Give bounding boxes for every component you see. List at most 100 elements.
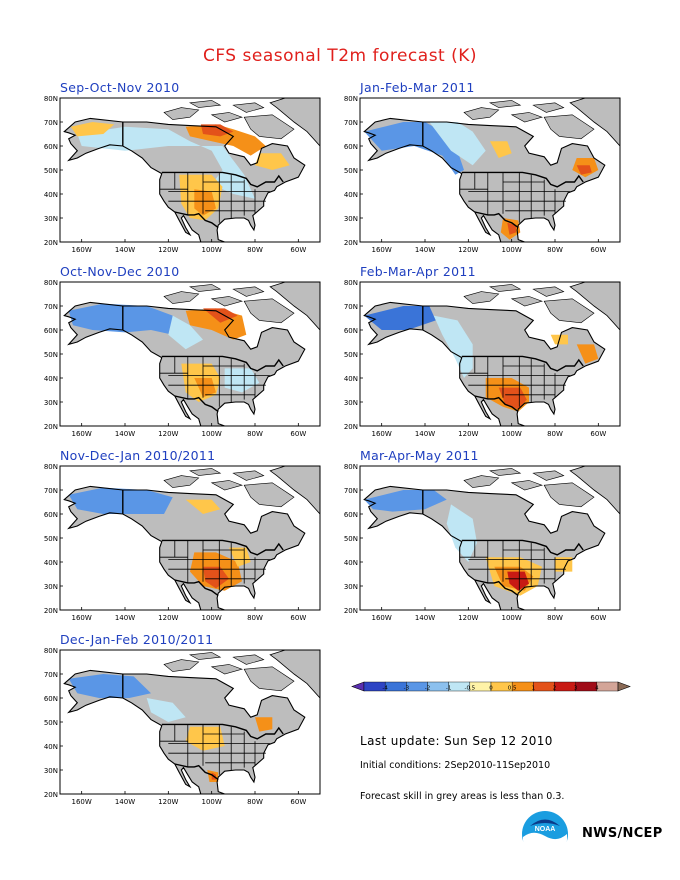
lon-tick-label: 140W [115,798,135,806]
country-border [474,211,519,229]
lon-tick-label: 160W [372,614,392,622]
arctic-island [210,480,243,491]
arctic-island [532,470,565,481]
anomaly-region-blue-light [77,126,255,199]
lon-tick-label: 160W [372,430,392,438]
lon-tick-label: 80W [547,614,563,622]
coastline [63,301,306,426]
page-title: CFS seasonal T2m forecast (K) [202,46,478,66]
lon-tick-label: 60W [290,430,306,438]
anomaly-region-orange-light [70,122,115,137]
lon-tick-label: 120W [158,246,178,254]
legend-swatch [554,681,576,692]
lat-tick-label: 30N [344,399,358,407]
arctic-island [232,102,265,113]
lat-tick-label: 20N [44,423,58,431]
anomaly-region-blue [364,122,464,175]
arctic-island [463,291,500,304]
arctic-island [232,654,265,665]
anomaly-region-red [576,165,592,175]
anomaly-region-red [200,124,234,137]
lon-tick-label: 120W [158,430,178,438]
panel-title: Nov-Dec-Jan 2010/2011 [60,448,216,463]
initial-conditions-text: Initial conditions: 2Sep2010-11Sep2010 [360,760,551,771]
map-frame: 80N 70N 60N 50N 40N 30N 20N 160W 140W 120W 100W 80W… [30,278,330,444]
map-svg: 80N 70N 60N 50N 40N 30N 20N 160W 140W 120W 100W 80W… [44,463,321,622]
anomaly-region-orange-light [490,141,512,158]
legend-swatch [575,681,598,692]
lat-tick-label: 20N [44,239,58,247]
anomaly-region-blue [68,487,173,514]
lat-tick-label: 70N [44,119,58,127]
lat-tick-label: 50N [344,351,358,359]
lon-tick-label: 140W [115,614,135,622]
anomaly-region-orange [255,717,273,732]
map-frame: 80N 70N 60N 50N 40N 30N 20N 160W 140W 120W 100W 80W… [30,94,330,260]
lon-tick-label: 160W [72,614,92,622]
greenland-landmass [569,282,620,331]
lon-tick-label: 160W [72,430,92,438]
lon-tick-label: 100W [202,614,222,622]
map-svg: 80N 70N 60N 50N 40N 30N 20N 160W 140W 120W 100W 80W… [44,95,321,254]
lat-tick-label: 20N [344,423,358,431]
lat-tick-label: 20N [344,239,358,247]
anomaly-region-blue-light [446,504,477,562]
lat-tick-label: 30N [344,583,358,591]
country-border [161,723,284,740]
anomaly-region-blue-light [429,122,486,166]
lat-tick-label: 60N [344,327,358,335]
legend-swatch [533,681,555,692]
arctic-island [189,468,222,476]
lat-tick-label: 60N [344,511,358,519]
legend-arrow-high [617,681,631,692]
lat-tick-label: 30N [344,215,358,223]
lat-tick-label: 50N [44,167,58,175]
lat-tick-label: 70N [44,487,58,495]
panel-title: Dec-Jan-Feb 2010/2011 [60,632,214,647]
legend-tick-label: 4 [595,686,599,692]
lon-tick-label: 80W [247,614,263,622]
map-svg: 80N 70N 60N 50N 40N 30N 20N 160W 140W 120W 100W 80W… [44,279,321,438]
country-border [174,579,219,597]
arctic-island [163,107,200,120]
anomaly-region-orange-light [185,499,221,514]
lat-tick-label: 20N [44,607,58,615]
lat-tick-label: 40N [344,375,358,383]
lat-tick-label: 60N [344,143,358,151]
lon-tick-label: 160W [372,246,392,254]
lat-tick-label: 40N [44,559,58,567]
color-legend: -4 -3 -2 -1 -0.5 0 0.5 1 2 3 4 [350,678,632,698]
lon-tick-label: 140W [415,430,435,438]
last-update-text: Last update: Sun Sep 12 2010 [360,734,553,748]
anomaly-region-red [203,566,229,589]
map-frame: 80N 70N 60N 50N 40N 30N 20N 160W 140W 120W 100W 80W… [330,462,630,628]
panel-title: Sep-Oct-Nov 2010 [60,80,180,95]
legend-tick-label: 0.5 [508,686,517,692]
arctic-island [210,296,243,307]
lon-tick-label: 160W [72,246,92,254]
greenland-landmass [569,466,620,515]
panel-title: Feb-Mar-Apr 2011 [360,264,476,279]
lat-tick-label: 30N [44,583,58,591]
lon-tick-label: 100W [502,430,522,438]
country-border [174,211,219,229]
anomaly-region-blue [68,674,151,698]
anomaly-region-blue [68,303,173,335]
map-panel-son: Sep-Oct-Nov 2010 80N 70N 60N 50N 40N 30N 20N 16… [30,80,330,260]
coastline [63,669,306,794]
lat-tick-label: 80N [344,279,358,287]
lon-tick-label: 80W [547,246,563,254]
legend-tick-label: 2 [553,686,557,692]
map-panel-jfm: Jan-Feb-Mar 2011 80N 70N 60N 50N 40N 30N 20N 16… [330,80,630,260]
map-frame: 80N 70N 60N 50N 40N 30N 20N 160W 140W 120W 100W 80W… [30,646,330,812]
arctic-island [232,286,265,297]
map-frame: 80N 70N 60N 50N 40N 30N 20N 160W 140W 120W 100W 80W… [330,94,630,260]
arctic-island [210,112,243,123]
lon-tick-label: 120W [158,798,178,806]
lat-tick-label: 80N [44,95,58,103]
country-border [461,355,584,372]
lat-tick-label: 80N [44,463,58,471]
legend-tick-label: 0 [489,686,493,692]
lat-tick-label: 60N [44,327,58,335]
map-svg: 80N 70N 60N 50N 40N 30N 20N 160W 140W 120W 100W 80W… [344,463,621,622]
